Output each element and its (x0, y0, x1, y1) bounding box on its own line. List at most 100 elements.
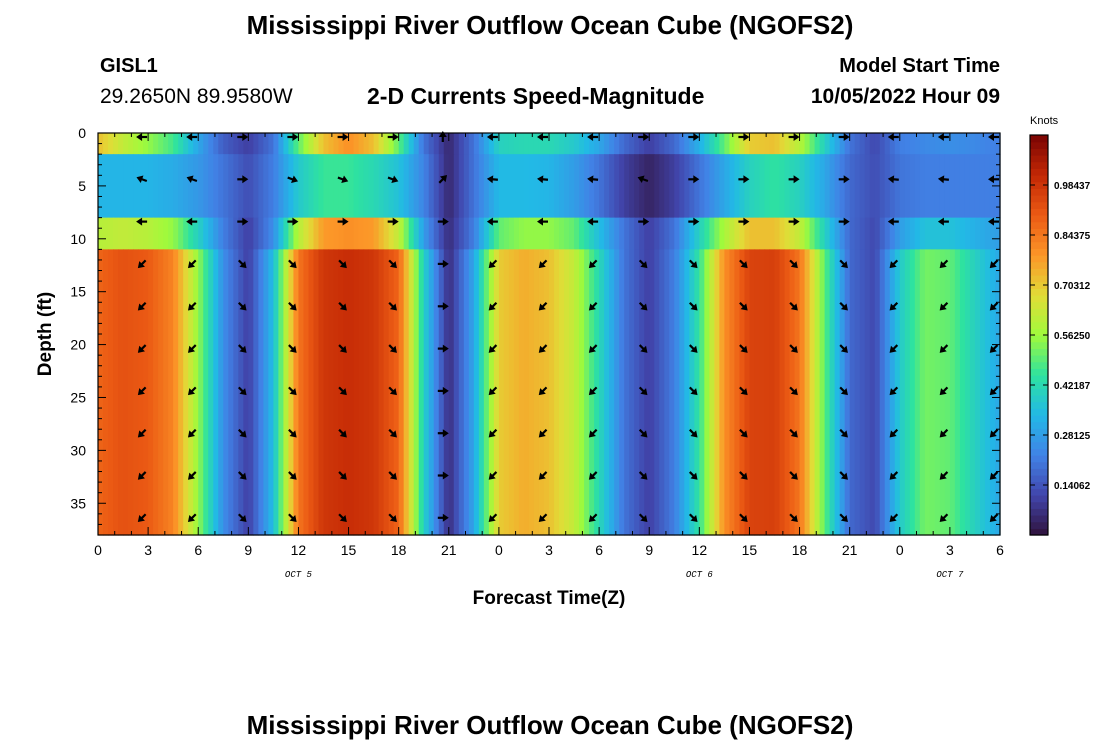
heatmap-cell-mid (373, 217, 380, 250)
heatmap-cell-mid (218, 217, 224, 250)
colorbar-segment (1030, 395, 1048, 403)
heatmap-cell-surface (824, 133, 831, 155)
current-arrow (789, 259, 798, 269)
colorbar-segment (1030, 288, 1048, 296)
current-arrow (838, 133, 850, 141)
heatmap-cell-upper (829, 154, 836, 219)
heatmap-cell-deep (408, 249, 415, 536)
heatmap-cell-surface (138, 133, 144, 155)
heatmap-cell-mid (804, 217, 811, 250)
heatmap-cell-deep (133, 249, 139, 536)
heatmap-cell-deep (243, 249, 249, 536)
heatmap-cell-deep (614, 249, 620, 536)
heatmap-cell-mid (103, 217, 109, 250)
heatmap-cell-mid (313, 217, 320, 250)
heatmap-cell-surface (689, 133, 695, 155)
heatmap-cell-deep (468, 249, 475, 536)
heatmap-cell-mid (148, 217, 154, 250)
heatmap-cell-deep (899, 249, 906, 536)
heatmap-cell-mid (268, 217, 274, 250)
heatmap-cell-mid (233, 217, 239, 250)
heatmap-cell-upper (684, 154, 690, 219)
current-arrow (338, 301, 347, 311)
heatmap-cell-deep (979, 249, 986, 536)
heatmap-cell-mid (839, 217, 846, 250)
current-arrow (688, 259, 698, 269)
current-arrow (187, 513, 197, 523)
heatmap-cell-upper (624, 154, 630, 219)
heatmap-cell-mid (729, 217, 736, 250)
heatmap-cell-surface (644, 133, 650, 155)
heatmap-cell-surface (483, 133, 490, 155)
heatmap-cell-upper (869, 154, 876, 219)
heatmap-cell-deep (248, 249, 254, 536)
colorbar-segment (1030, 261, 1048, 269)
heatmap-cell-mid (453, 217, 460, 250)
heatmap-cell-surface (814, 133, 821, 155)
heatmap-cell-deep (849, 249, 856, 536)
current-arrow (488, 301, 498, 311)
current-arrow (287, 175, 299, 184)
current-arrow (839, 301, 848, 311)
heatmap-cell-surface (193, 133, 199, 155)
heatmap-cell-surface (238, 133, 244, 155)
heatmap-cell-mid (934, 217, 941, 250)
heatmap-cell-deep (308, 249, 315, 536)
heatmap-cell-mid (223, 217, 229, 250)
heatmap-cell-surface (478, 133, 485, 155)
heatmap-cell-upper (644, 154, 650, 219)
heatmap-cell-mid (849, 217, 856, 250)
heatmap-cell-deep (423, 249, 430, 536)
current-arrow (989, 259, 999, 269)
heatmap-cell-mid (964, 217, 971, 250)
heatmap-cell-upper (508, 154, 515, 219)
heatmap-cell-upper (358, 154, 365, 219)
vector-arrows (136, 131, 999, 523)
colorbar-segment (1030, 148, 1048, 156)
current-arrow (887, 175, 899, 184)
colorbar-segment (1030, 215, 1048, 223)
heatmap-cell-upper (238, 154, 244, 219)
heatmap-cell-mid (954, 217, 961, 250)
heatmap-cell-deep (458, 249, 465, 536)
heatmap-cell-mid (393, 217, 400, 250)
heatmap-cell-deep (228, 249, 234, 536)
heatmap-cell-upper (413, 154, 420, 219)
heatmap-cell-deep (178, 249, 184, 536)
heatmap-cell-surface (729, 133, 736, 155)
current-arrow (237, 386, 247, 396)
heatmap-cell-deep (554, 249, 560, 536)
heatmap-cell-surface (508, 133, 515, 155)
heatmap-cell-upper (949, 154, 956, 219)
heatmap-cell-mid (528, 217, 535, 250)
heatmap-cell-surface (969, 133, 976, 155)
heatmap-cell-surface (929, 133, 936, 155)
current-arrow (937, 175, 949, 184)
colorbar-segment (1030, 155, 1048, 163)
heatmap-cell-mid (639, 217, 645, 250)
current-arrow (187, 301, 197, 311)
heatmap-cell-mid (754, 217, 761, 250)
heatmap-cell-surface (784, 133, 791, 155)
heatmap-cell-surface (538, 133, 545, 155)
heatmap-cell-upper (488, 154, 495, 219)
chart-title: Mississippi River Outflow Ocean Cube (NG… (246, 10, 854, 40)
heatmap-cell-surface (188, 133, 194, 155)
current-arrow (488, 344, 498, 353)
heatmap-cell-mid (168, 217, 174, 250)
heatmap-cell-surface (103, 133, 109, 155)
heatmap-cell-surface (523, 133, 530, 155)
heatmap-cell-surface (864, 133, 871, 155)
colorbar-segment (1030, 488, 1048, 496)
current-arrow (237, 217, 249, 226)
colorbar-segment (1030, 308, 1048, 316)
heatmap-cell-deep (353, 249, 360, 536)
current-arrow (338, 471, 347, 480)
heatmap-cell-mid (353, 217, 360, 250)
heatmap-cell-upper (799, 154, 806, 219)
heatmap-cell-mid (288, 217, 295, 250)
heatmap-cell-surface (614, 133, 620, 155)
current-arrow (989, 471, 999, 480)
station-coordinates: 29.2650N 89.9580W (100, 85, 293, 108)
heatmap-cell-upper (518, 154, 525, 219)
